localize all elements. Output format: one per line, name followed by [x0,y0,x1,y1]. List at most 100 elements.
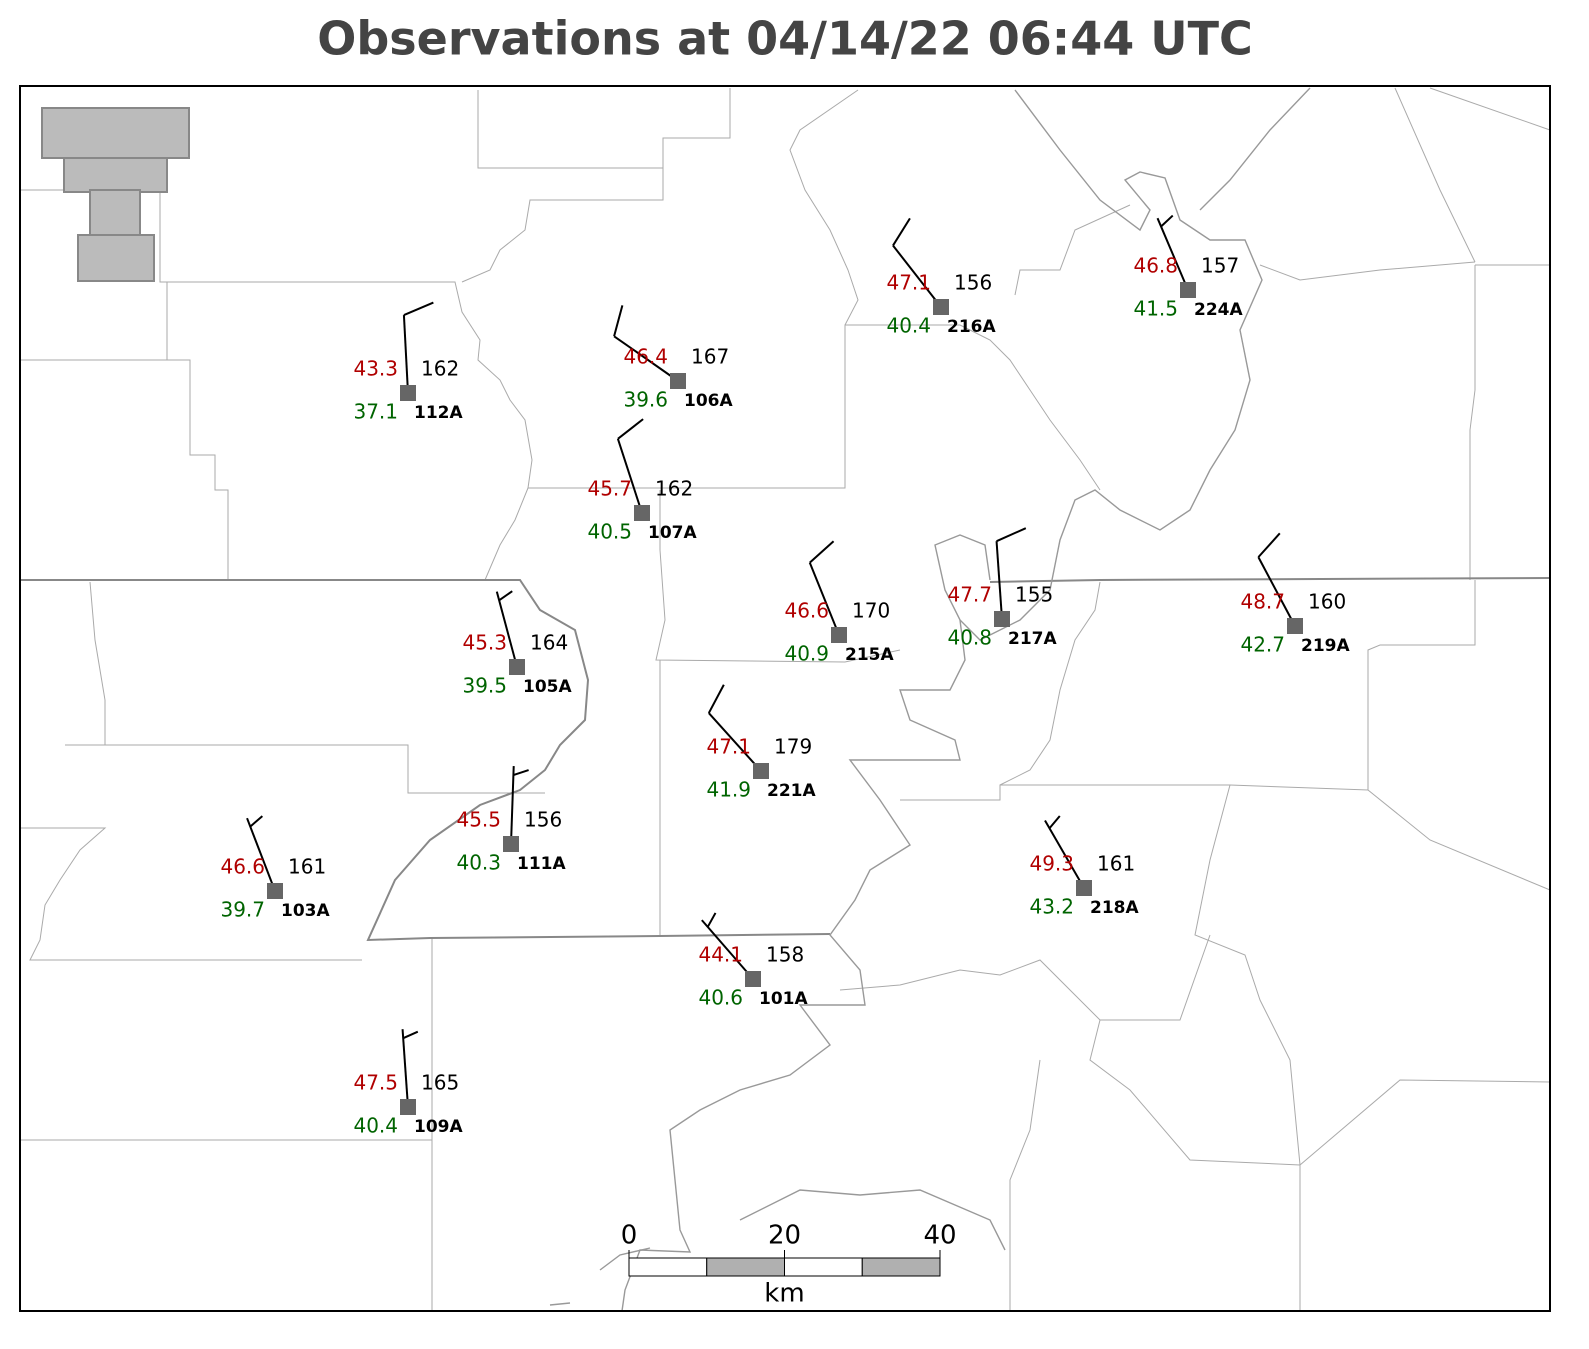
barb-stroke [995,541,1003,620]
wind-barb [995,527,1027,620]
station-id: 221A [767,781,816,801]
dewpoint: 39.7 [220,898,265,922]
pressure: 156 [524,808,562,832]
county-line [1194,784,1301,1311]
wind-barb [401,1029,419,1108]
pressure: 161 [1097,852,1135,876]
barb-stroke [616,438,643,514]
wind-barb [613,305,679,382]
wind-barb [1044,815,1085,889]
barb-stroke [1257,556,1296,627]
county-line [461,168,664,283]
barb-stroke [1044,819,1085,889]
barb-stroke [708,712,762,772]
temperature: 46.6 [784,599,829,623]
scale-segment [784,1257,863,1277]
barb-stroke [707,684,725,714]
barb-stroke [401,1029,409,1108]
station-marker [670,373,686,389]
temperature: 46.4 [623,345,668,369]
barb-stroke [402,315,409,394]
temperature: 47.5 [353,1071,398,1095]
station-id: 101A [759,989,808,1009]
station-marker [745,971,761,987]
barb-stroke [403,301,434,317]
pressure: 157 [1201,254,1239,278]
station-id: 216A [947,317,996,337]
map-frame [19,85,1551,1312]
dewpoint: 40.4 [886,314,931,338]
temperature: 49.3 [1029,852,1074,876]
wind-barb [892,217,942,308]
county-line [1089,1019,1551,1166]
dewpoint: 37.1 [353,400,398,424]
dewpoint: 42.7 [1240,633,1285,657]
dewpoint: 40.4 [353,1114,398,1138]
station-marker [267,883,283,899]
barb-stroke [706,912,717,928]
pressure: 162 [655,477,693,501]
temperature: 43.3 [353,357,398,381]
barb-stroke [613,335,679,382]
pressure: 165 [421,1071,459,1095]
county-line [484,487,529,581]
wind-barb [495,590,518,668]
barb-stroke [617,418,644,440]
station-id: 219A [1301,636,1350,656]
barb-stroke [1156,217,1189,291]
barb-stroke [892,244,942,308]
pressure: 158 [766,943,804,967]
barb-stroke [996,527,1027,543]
station-marker [634,505,650,521]
temperature: 46.8 [1133,254,1178,278]
barb-stroke [1160,214,1174,228]
state-boundary [20,579,831,942]
station-marker [831,627,847,643]
pressure: 164 [530,631,568,655]
pressure: 162 [421,357,459,381]
scale-label: 0 [621,1221,638,1251]
temperature: 45.3 [462,631,507,655]
station-id: 106A [684,391,733,411]
temperature: 45.5 [456,808,501,832]
map-title: Observations at 04/14/22 06:44 UTC [317,12,1252,66]
scale-label: 40 [923,1221,956,1251]
station-id: 107A [648,523,697,543]
logo-mid [63,157,168,193]
station-marker [400,1099,416,1115]
dewpoint: 40.6 [698,986,743,1010]
barb-stroke [402,1030,419,1040]
station-marker [994,611,1010,627]
wind-barb [246,815,276,892]
barb-stroke [1257,532,1281,558]
pressure: 160 [1308,590,1346,614]
barb-stroke [892,217,911,247]
wind-barb [701,912,754,980]
station-id: 217A [1008,629,1057,649]
barb-stroke [513,769,529,776]
station-id: 218A [1090,898,1139,918]
dewpoint: 40.8 [947,626,992,650]
dewpoint: 39.6 [623,388,668,412]
logo-top [41,107,190,159]
temperature: 46.6 [220,855,265,879]
pressure: 167 [691,345,729,369]
temperature: 47.1 [886,271,931,295]
logo [41,107,190,282]
river [934,89,1263,641]
county-line [20,359,229,580]
river [621,619,966,1312]
station-id: 103A [281,901,330,921]
station-marker [400,385,416,401]
logo-base [77,234,155,282]
dewpoint: 41.5 [1133,297,1178,321]
station-marker [1287,618,1303,634]
barb-stroke [246,817,276,892]
river [1199,87,1311,211]
pressure: 155 [1015,583,1053,607]
wind-barb [510,766,529,845]
wind-barb [808,540,840,636]
scale-segment [861,1257,941,1277]
